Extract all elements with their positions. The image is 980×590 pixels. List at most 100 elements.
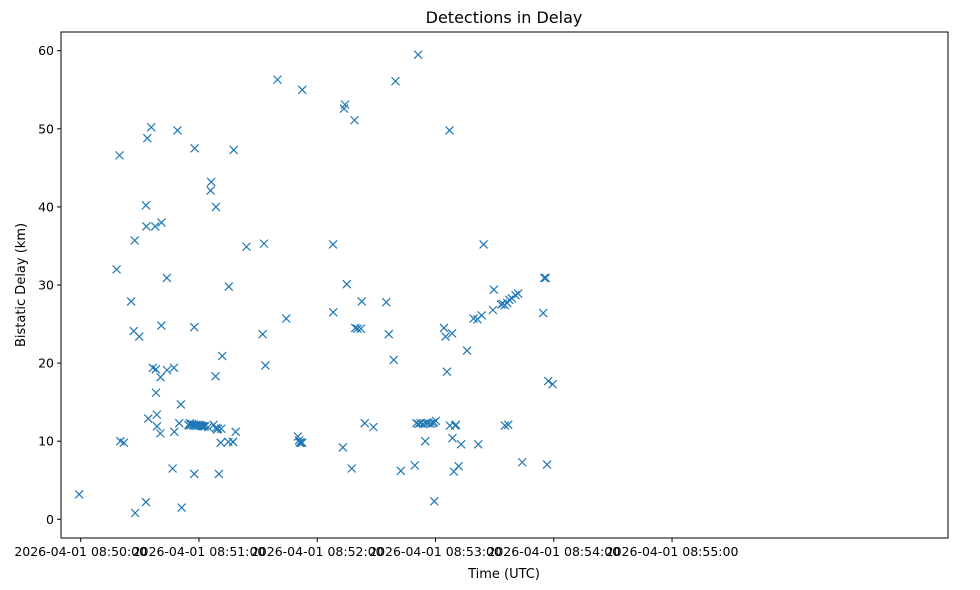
data-point bbox=[142, 133, 152, 143]
y-tick-label: 50 bbox=[38, 121, 54, 136]
y-tick-label: 20 bbox=[38, 356, 54, 371]
data-point bbox=[216, 438, 226, 448]
data-point bbox=[451, 420, 461, 430]
data-point bbox=[174, 418, 184, 428]
data-point bbox=[157, 218, 166, 227]
data-point bbox=[500, 421, 510, 430]
data-point bbox=[541, 273, 551, 283]
data-point bbox=[126, 296, 136, 306]
data-point bbox=[162, 365, 172, 375]
x-tick-label: 2026-04-01 08:53:00 bbox=[369, 544, 502, 559]
data-point bbox=[231, 427, 241, 437]
data-point bbox=[462, 346, 472, 356]
data-point bbox=[296, 438, 306, 448]
data-point bbox=[445, 125, 454, 135]
data-point bbox=[357, 296, 367, 306]
data-point bbox=[338, 442, 348, 452]
data-point bbox=[141, 200, 151, 210]
data-point bbox=[503, 420, 513, 430]
data-point bbox=[328, 307, 338, 317]
x-tick-label: 2026-04-01 08:50:00 bbox=[14, 544, 147, 559]
data-point bbox=[130, 508, 140, 518]
data-point bbox=[156, 321, 166, 331]
data-point bbox=[447, 328, 457, 338]
data-point bbox=[360, 418, 370, 428]
data-point bbox=[214, 469, 224, 479]
data-point bbox=[396, 466, 406, 476]
x-tick-label: 2026-04-01 08:52:00 bbox=[251, 544, 384, 559]
data-point bbox=[410, 460, 420, 470]
data-point bbox=[200, 421, 210, 431]
data-point bbox=[504, 295, 514, 305]
data-point bbox=[384, 329, 394, 339]
data-point bbox=[381, 297, 391, 307]
data-point bbox=[152, 421, 162, 431]
data-point bbox=[511, 290, 520, 300]
data-point bbox=[543, 376, 553, 386]
y-tick-label: 30 bbox=[38, 278, 54, 293]
data-point bbox=[141, 497, 151, 507]
data-point bbox=[391, 76, 400, 86]
data-point bbox=[213, 424, 223, 434]
data-point bbox=[173, 125, 182, 135]
x-tick-label: 2026-04-01 08:54:00 bbox=[487, 544, 620, 559]
chart-title: Detections in Delay bbox=[426, 8, 583, 27]
y-axis-label: Bistatic Delay (km) bbox=[14, 223, 29, 347]
data-point bbox=[176, 400, 186, 409]
data-point bbox=[189, 469, 199, 479]
data-point bbox=[169, 427, 179, 437]
data-point bbox=[539, 273, 549, 283]
x-tick-label: 2026-04-01 08:55:00 bbox=[606, 544, 739, 559]
data-point bbox=[259, 239, 269, 249]
data-point bbox=[297, 85, 307, 95]
data-point bbox=[342, 279, 352, 289]
data-point bbox=[389, 355, 399, 365]
data-point bbox=[211, 202, 221, 212]
data-point bbox=[216, 424, 226, 434]
data-point bbox=[488, 305, 498, 315]
data-point bbox=[489, 285, 499, 295]
data-point bbox=[517, 457, 527, 467]
data-point bbox=[206, 177, 216, 187]
data-point bbox=[146, 122, 156, 132]
data-point bbox=[456, 439, 466, 449]
data-point bbox=[513, 289, 523, 299]
data-point bbox=[548, 379, 558, 389]
y-axis-ticks: 0 10 20 30 40 50 60 bbox=[38, 43, 61, 527]
data-point bbox=[439, 323, 449, 333]
data-point bbox=[74, 489, 84, 499]
data-point bbox=[353, 324, 362, 334]
data-point bbox=[156, 372, 165, 382]
data-points bbox=[74, 50, 558, 518]
data-point bbox=[281, 314, 291, 324]
data-point bbox=[151, 388, 161, 398]
data-point bbox=[115, 150, 124, 160]
data-point bbox=[228, 437, 238, 447]
data-point bbox=[340, 100, 350, 110]
data-point bbox=[448, 433, 457, 443]
data-point bbox=[429, 496, 439, 506]
data-point bbox=[217, 351, 227, 361]
data-point bbox=[538, 308, 548, 318]
data-point bbox=[479, 239, 489, 249]
data-point bbox=[151, 364, 161, 374]
data-point bbox=[150, 222, 160, 231]
data-point bbox=[542, 460, 552, 470]
data-point bbox=[242, 242, 251, 252]
data-point bbox=[454, 461, 463, 471]
y-tick-label: 60 bbox=[38, 43, 54, 58]
data-point bbox=[168, 464, 177, 473]
data-point bbox=[431, 416, 441, 426]
data-point bbox=[441, 332, 450, 341]
data-point bbox=[162, 273, 172, 283]
data-point bbox=[356, 324, 366, 334]
data-point bbox=[350, 115, 359, 125]
data-point bbox=[442, 367, 452, 377]
data-point bbox=[203, 422, 213, 432]
data-point bbox=[189, 322, 199, 332]
data-point bbox=[155, 428, 165, 438]
data-point bbox=[295, 438, 305, 448]
